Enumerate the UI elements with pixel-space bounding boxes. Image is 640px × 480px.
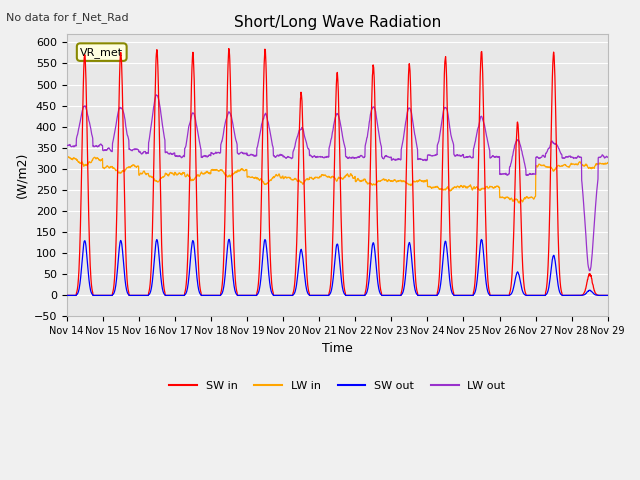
- Text: No data for f_Net_Rad: No data for f_Net_Rad: [6, 12, 129, 23]
- Y-axis label: (W/m2): (W/m2): [15, 152, 28, 198]
- Title: Short/Long Wave Radiation: Short/Long Wave Radiation: [234, 15, 441, 30]
- X-axis label: Time: Time: [322, 342, 353, 355]
- Text: VR_met: VR_met: [80, 47, 124, 58]
- Legend: SW in, LW in, SW out, LW out: SW in, LW in, SW out, LW out: [164, 377, 510, 396]
